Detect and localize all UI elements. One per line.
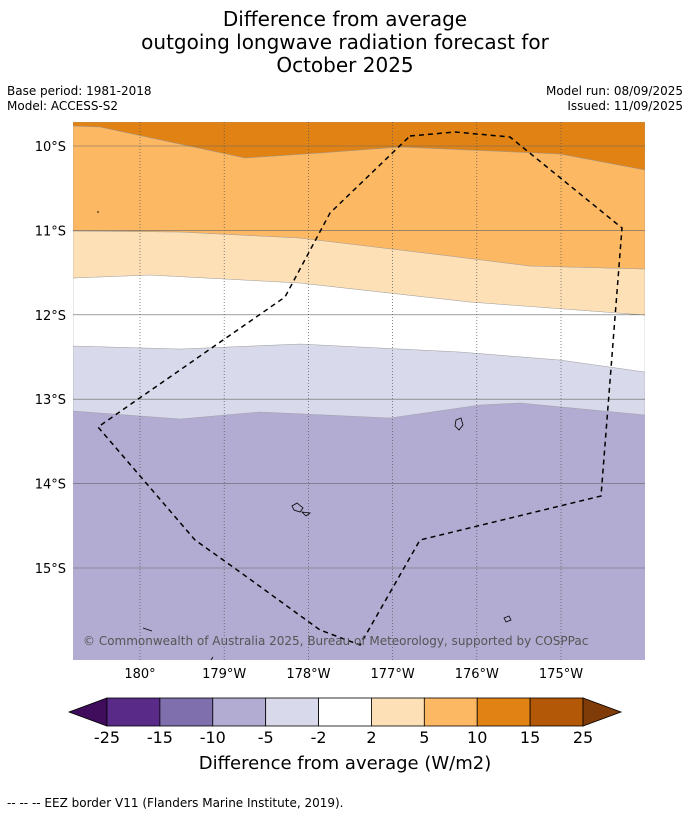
colorbar-segment [371, 697, 425, 727]
colorbar-tick-label: 10 [467, 728, 487, 747]
colorbar-tick-label: 15 [520, 728, 540, 747]
island-outline [300, 511, 312, 517]
latitude-label: 13°S [35, 393, 66, 408]
footer-note: -- -- -- EEZ border V11 (Flanders Marine… [7, 796, 344, 810]
colorbar-segment [476, 697, 531, 727]
longitude-label: 179°W [202, 667, 246, 682]
latitude-label: 14°S [35, 478, 66, 493]
colorbar-tick-label: 2 [366, 728, 376, 747]
title-line-1: Difference from average [222, 7, 468, 31]
colorbar: -25 -15 -10 -5 -2 2 5 10 15 25 [67, 697, 623, 747]
model-run: Model run: 08/09/2025 [545, 84, 683, 98]
colorbar-tick-label: -2 [311, 728, 327, 747]
colorbar-segment [212, 697, 267, 727]
model-name: Model: ACCESS-S2 [7, 99, 119, 113]
colorbar-segment [318, 697, 372, 727]
longitude-label: 177°W [371, 667, 415, 682]
colorbar-tick-label: 5 [419, 728, 429, 747]
colorbar-label: Difference from average (W/m2) [198, 753, 492, 774]
meta-left: Base period: 1981-2018 Model: ACCESS-S2 [7, 84, 152, 114]
axis-tick-labels: 180° 179°W 178°W 177°W 176°W 175°W 10°S 11°S 12°… [35, 140, 584, 682]
title-line-3: October 2025 [276, 53, 414, 77]
latitude-label: 10°S [35, 140, 66, 155]
base-period: Base period: 1981-2018 [7, 84, 152, 98]
colorbar-segment [265, 697, 319, 727]
meta-right: Model run: 08/09/2025 Issued: 11/09/2025 [546, 84, 683, 114]
map-title: Difference from average outgoing longwav… [0, 8, 690, 77]
longitude-label: 175°W [539, 667, 583, 682]
longitude-label: 176°W [455, 667, 499, 682]
graticule [73, 122, 645, 660]
title-line-2: outgoing longwave radiation forecast for [141, 30, 549, 54]
colorbar-under-arrow [67, 697, 108, 727]
colorbar-over-arrow [582, 697, 623, 727]
colorbar-tick-label: -5 [258, 728, 274, 747]
colorbar-segment [106, 697, 161, 727]
copyright-notice: © Commonwealth of Australia 2025, Bureau… [83, 634, 588, 648]
island-outline [142, 627, 153, 632]
longitude-label: 180° [124, 667, 155, 682]
island-dot [97, 211, 99, 213]
colorbar-segment [159, 697, 214, 727]
colorbar-tick-label: -15 [147, 728, 173, 747]
latitude-label: 11°S [35, 224, 66, 239]
colorbar-segment [423, 697, 478, 727]
island-outline [210, 656, 214, 660]
colorbar-tick-label: -10 [200, 728, 226, 747]
map-plot-area: © Commonwealth of Australia 2025, Bureau… [73, 122, 645, 660]
island-outline [291, 502, 304, 513]
issued-date: Issued: 11/09/2025 [567, 99, 683, 113]
colorbar-tick-label: -25 [94, 728, 120, 747]
island-outline [503, 615, 512, 623]
colorbar-tick-label: 25 [573, 728, 593, 747]
longitude-label: 178°W [286, 667, 330, 682]
latitude-label: 15°S [35, 562, 66, 577]
island-outline [454, 417, 464, 431]
latitude-label: 12°S [35, 309, 66, 324]
colorbar-segment [529, 697, 584, 727]
